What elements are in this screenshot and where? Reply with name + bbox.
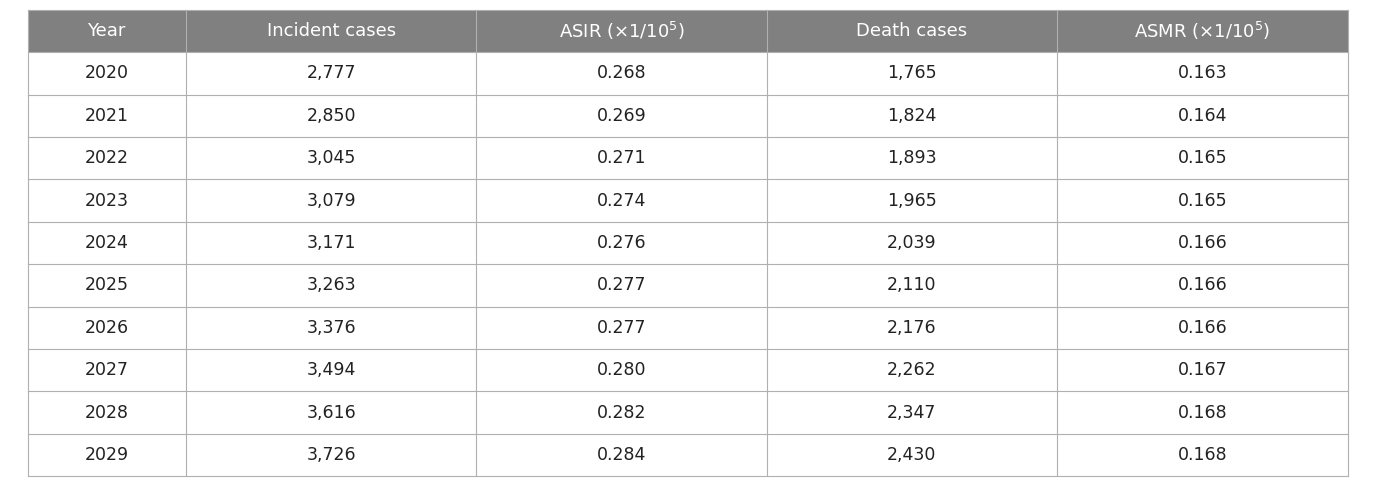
- Text: 0.166: 0.166: [1177, 277, 1226, 295]
- Text: 2023: 2023: [85, 191, 129, 209]
- Bar: [28, 52, 1348, 95]
- Text: 3,616: 3,616: [307, 404, 356, 422]
- Text: 2025: 2025: [85, 277, 129, 295]
- Text: 0.163: 0.163: [1177, 64, 1226, 82]
- Text: 2,430: 2,430: [887, 446, 936, 464]
- Text: 2024: 2024: [85, 234, 129, 252]
- Text: 1,893: 1,893: [887, 149, 936, 167]
- Text: 0.282: 0.282: [597, 404, 646, 422]
- Text: 2,777: 2,777: [307, 64, 356, 82]
- Text: 0.277: 0.277: [597, 277, 646, 295]
- Text: 0.276: 0.276: [597, 234, 646, 252]
- Text: 2026: 2026: [85, 319, 129, 337]
- Text: 3,263: 3,263: [307, 277, 356, 295]
- Text: 0.166: 0.166: [1177, 234, 1226, 252]
- Text: 2,850: 2,850: [307, 107, 356, 125]
- Text: 2029: 2029: [85, 446, 129, 464]
- Text: 0.284: 0.284: [597, 446, 646, 464]
- Text: 2,039: 2,039: [887, 234, 936, 252]
- Text: 2028: 2028: [85, 404, 129, 422]
- Text: 1,765: 1,765: [887, 64, 936, 82]
- Text: 0.168: 0.168: [1177, 404, 1226, 422]
- Text: 3,494: 3,494: [307, 361, 356, 379]
- Text: 1,965: 1,965: [887, 191, 936, 209]
- Text: 0.268: 0.268: [597, 64, 646, 82]
- Text: 0.168: 0.168: [1177, 446, 1226, 464]
- Text: 0.280: 0.280: [597, 361, 646, 379]
- Text: Death cases: Death cases: [857, 22, 968, 40]
- Bar: [28, 95, 1348, 137]
- Text: 3,726: 3,726: [307, 446, 356, 464]
- Text: 0.269: 0.269: [597, 107, 646, 125]
- Bar: [28, 179, 1348, 222]
- Text: 3,376: 3,376: [307, 319, 356, 337]
- Text: 0.164: 0.164: [1177, 107, 1226, 125]
- Text: ASIR ($\times$1/10$^5$): ASIR ($\times$1/10$^5$): [558, 20, 685, 42]
- Text: 2,347: 2,347: [887, 404, 936, 422]
- Text: 0.274: 0.274: [597, 191, 646, 209]
- Text: 0.165: 0.165: [1177, 191, 1226, 209]
- Text: 2,262: 2,262: [887, 361, 936, 379]
- Text: 2027: 2027: [85, 361, 129, 379]
- Text: 2022: 2022: [85, 149, 129, 167]
- Text: Year: Year: [88, 22, 126, 40]
- Text: 1,824: 1,824: [887, 107, 936, 125]
- Text: 0.167: 0.167: [1177, 361, 1226, 379]
- Text: Incident cases: Incident cases: [267, 22, 396, 40]
- Text: 0.277: 0.277: [597, 319, 646, 337]
- Bar: [28, 10, 1348, 52]
- Bar: [28, 434, 1348, 476]
- Bar: [28, 137, 1348, 179]
- Bar: [28, 349, 1348, 391]
- Text: 3,045: 3,045: [307, 149, 356, 167]
- Text: 2,110: 2,110: [887, 277, 936, 295]
- Bar: [28, 264, 1348, 307]
- Text: 0.166: 0.166: [1177, 319, 1226, 337]
- Text: 0.271: 0.271: [597, 149, 646, 167]
- Text: 0.165: 0.165: [1177, 149, 1226, 167]
- Text: 2,176: 2,176: [887, 319, 936, 337]
- Text: 2020: 2020: [85, 64, 129, 82]
- Bar: [28, 391, 1348, 434]
- Text: ASMR ($\times$1/10$^5$): ASMR ($\times$1/10$^5$): [1134, 20, 1270, 42]
- Bar: [28, 222, 1348, 264]
- Text: 3,171: 3,171: [307, 234, 356, 252]
- Text: 2021: 2021: [85, 107, 129, 125]
- Bar: [28, 307, 1348, 349]
- Text: 3,079: 3,079: [307, 191, 356, 209]
